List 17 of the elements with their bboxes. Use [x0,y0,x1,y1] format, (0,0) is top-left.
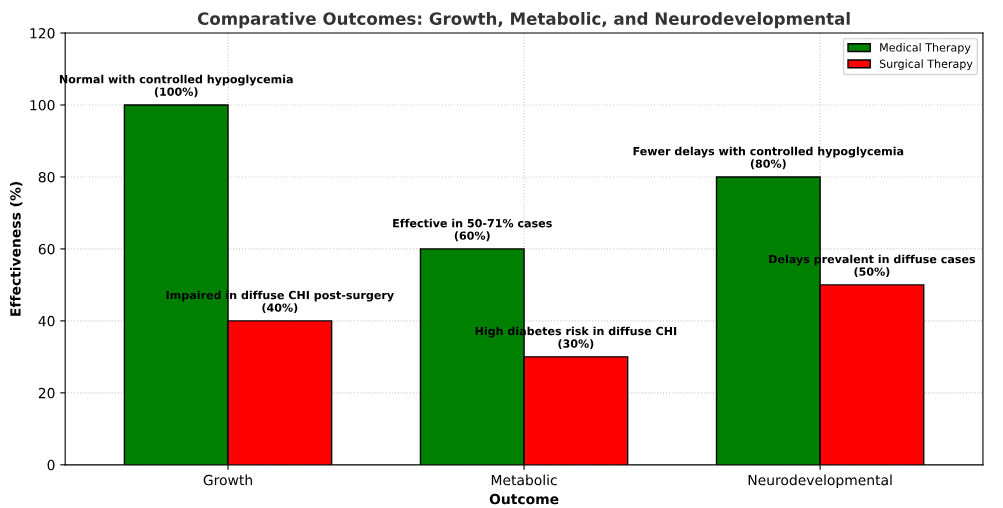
x-axis-title: Outcome [489,493,559,505]
y-tick-label: 40 [38,315,55,327]
data-label: Effective in 50-71% cases (60%) [393,218,552,242]
y-tick-label: 80 [38,171,55,183]
y-tick-label: 60 [38,243,55,255]
y-tick-label: 20 [38,387,55,399]
data-label: Fewer delays with controlled hypoglycemia (80%) [633,146,904,170]
y-tick-label: 0 [47,459,55,471]
legend-label: Surgical Therapy [879,59,973,71]
x-tick-label: Metabolic [491,474,557,486]
y-axis-title: Effectiveness (%) [9,181,23,316]
legend-label: Medical Therapy [880,43,971,54]
chart-title: Comparative Outcomes: Growth, Metabolic, and Neurodevelopmental [197,12,850,29]
x-tick-label: Growth [203,474,252,486]
y-tick-label: 100 [30,99,55,111]
y-tick-label: 120 [30,27,55,39]
x-tick-label: Neurodevelopmental [748,474,892,488]
